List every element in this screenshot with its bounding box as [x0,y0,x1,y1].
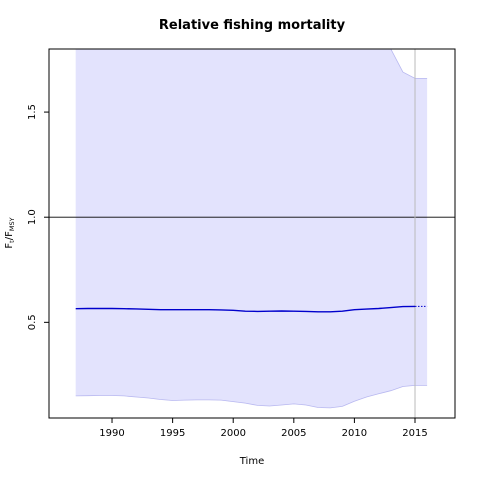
y-tick-label: 1.0 [27,209,38,225]
y-axis-label: Ft/FMSY [4,217,16,248]
y-axis: 0.5 1.0 1.5 [27,104,49,330]
y-tick-label: 0.5 [27,314,38,330]
x-axis-label: Time [239,456,264,467]
band-lower-edge [75,385,428,409]
y-label-mid: /F [4,231,15,240]
x-tick-label: 1995 [160,428,185,439]
y-tick-label: 1.5 [27,104,38,120]
y-label-sub-t: t [8,240,16,243]
x-tick-label: 2010 [342,428,367,439]
y-label-sub-msy: MSY [8,217,16,231]
x-axis: 1990 1995 2000 2005 2010 2015 [99,418,428,439]
y-label-main: F [4,243,15,249]
confidence-band [75,49,428,408]
chart-title: Relative fishing mortality [159,18,346,33]
x-tick-label: 2015 [402,428,427,439]
estimate-line [75,305,416,313]
plot-frame [48,48,456,419]
x-tick-label: 1990 [99,428,124,439]
plot-area [49,49,455,418]
x-tick-label: 2005 [281,428,306,439]
x-tick-label: 2000 [220,428,245,439]
